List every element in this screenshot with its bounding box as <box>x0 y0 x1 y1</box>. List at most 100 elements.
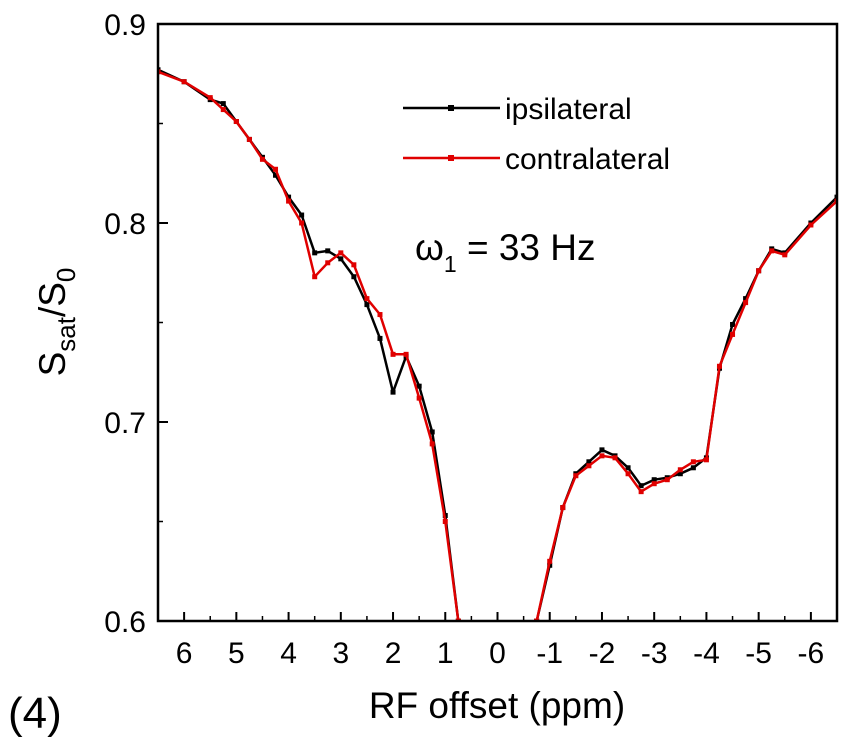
point-ipsilateral <box>390 389 396 395</box>
point-ipsilateral <box>364 302 370 308</box>
x-tick-label: 6 <box>176 637 193 670</box>
x-tick-label: 5 <box>228 637 245 670</box>
point-ipsilateral <box>638 483 644 489</box>
point-ipsilateral <box>220 101 226 107</box>
point-ipsilateral <box>599 447 605 453</box>
legend-marker-contralateral <box>448 155 454 161</box>
point-ipsilateral <box>743 296 749 302</box>
point-ipsilateral <box>273 172 279 178</box>
x-tick-label: 2 <box>385 637 402 670</box>
point-contralateral <box>416 395 422 401</box>
point-contralateral <box>259 156 265 162</box>
legend-marker-ipsilateral <box>448 105 454 111</box>
series-layer <box>158 67 837 621</box>
legend-label-contralateral: contralateral <box>505 143 670 176</box>
y-tick-label: 0.6 <box>104 606 146 639</box>
point-ipsilateral <box>416 383 422 389</box>
point-contralateral <box>442 519 448 524</box>
point-contralateral <box>233 119 239 125</box>
point-contralateral <box>377 312 383 318</box>
point-contralateral <box>599 453 605 459</box>
x-tick-label: 3 <box>332 637 349 670</box>
point-contralateral <box>730 331 736 337</box>
point-contralateral <box>664 477 670 483</box>
omega-subscript: 1 <box>444 251 457 277</box>
y-tick-label: 0.7 <box>104 407 146 440</box>
point-ipsilateral <box>677 471 683 477</box>
panel-label: (4) <box>8 689 62 738</box>
point-contralateral <box>246 136 252 142</box>
point-ipsilateral <box>299 212 305 218</box>
x-tick-label: -1 <box>536 637 563 670</box>
legend-label-ipsilateral: ipsilateral <box>505 93 632 126</box>
y-tick-label: 0.9 <box>104 9 146 42</box>
y-title-sub-sat: sat <box>51 316 81 351</box>
point-contralateral <box>612 455 618 461</box>
y-title-s: S <box>32 352 73 377</box>
point-contralateral <box>273 166 279 172</box>
y-tick-label: 0.8 <box>104 208 146 241</box>
y-title-sub-0: 0 <box>51 268 81 282</box>
point-ipsilateral <box>690 465 696 471</box>
omega-symbol: ω <box>415 227 444 268</box>
point-contralateral <box>181 79 187 85</box>
x-axis: 6 5 4 3 2 1 0 -1 -2 -3 -4 -5 -6 <box>157 612 838 670</box>
point-ipsilateral <box>429 429 435 435</box>
x-axis-title: RF offset (ppm) <box>369 685 625 726</box>
point-contralateral <box>573 473 579 479</box>
point-contralateral <box>638 489 644 495</box>
point-contralateral <box>390 351 396 357</box>
omega-value: = 33 Hz <box>457 227 596 268</box>
point-contralateral <box>403 351 409 357</box>
y-axis-title: Ssat/S0 <box>32 268 81 377</box>
point-contralateral <box>429 441 435 447</box>
x-tick-label: -3 <box>641 637 668 670</box>
point-contralateral <box>312 274 318 280</box>
point-contralateral <box>690 459 696 465</box>
point-contralateral <box>547 558 553 564</box>
point-contralateral <box>351 262 357 268</box>
point-contralateral <box>769 248 775 254</box>
x-tick-label: -2 <box>589 637 616 670</box>
point-contralateral <box>207 95 213 101</box>
point-contralateral <box>299 220 305 226</box>
point-contralateral <box>364 296 370 302</box>
x-tick-label: 4 <box>280 637 297 670</box>
point-ipsilateral <box>325 248 331 254</box>
x-tick-label: -4 <box>693 637 720 670</box>
y-axis: 0.6 0.7 0.8 0.9 <box>104 9 168 639</box>
point-contralateral <box>716 363 722 369</box>
point-contralateral <box>808 222 814 228</box>
point-contralateral <box>586 463 592 469</box>
point-ipsilateral <box>730 321 736 327</box>
point-contralateral <box>625 471 631 477</box>
x-tick-label: 0 <box>489 637 506 670</box>
point-contralateral <box>286 198 292 204</box>
series-line-contralateral <box>158 70 837 621</box>
point-contralateral <box>338 250 344 256</box>
omega-annotation: ω1 = 33 Hz <box>415 227 596 277</box>
plot-frame <box>156 22 839 623</box>
point-ipsilateral <box>586 459 592 465</box>
point-contralateral <box>782 252 788 258</box>
point-ipsilateral <box>286 194 292 200</box>
point-ipsilateral <box>651 477 657 483</box>
x-tick-label: 1 <box>437 637 454 670</box>
point-ipsilateral <box>625 465 631 471</box>
point-contralateral <box>651 481 657 487</box>
point-contralateral <box>703 457 709 463</box>
point-contralateral <box>220 107 226 113</box>
point-ipsilateral <box>377 335 383 341</box>
x-tick-label: -5 <box>745 637 772 670</box>
point-contralateral <box>756 268 762 274</box>
legend: ipsilateral contralateral <box>403 93 670 176</box>
point-contralateral <box>560 505 566 511</box>
point-ipsilateral <box>338 256 344 262</box>
point-ipsilateral <box>351 274 357 280</box>
y-title-slash: /S <box>32 282 73 317</box>
point-contralateral <box>743 300 749 306</box>
x-tick-label: -6 <box>798 637 825 670</box>
point-contralateral <box>325 260 331 266</box>
point-ipsilateral <box>312 250 318 256</box>
